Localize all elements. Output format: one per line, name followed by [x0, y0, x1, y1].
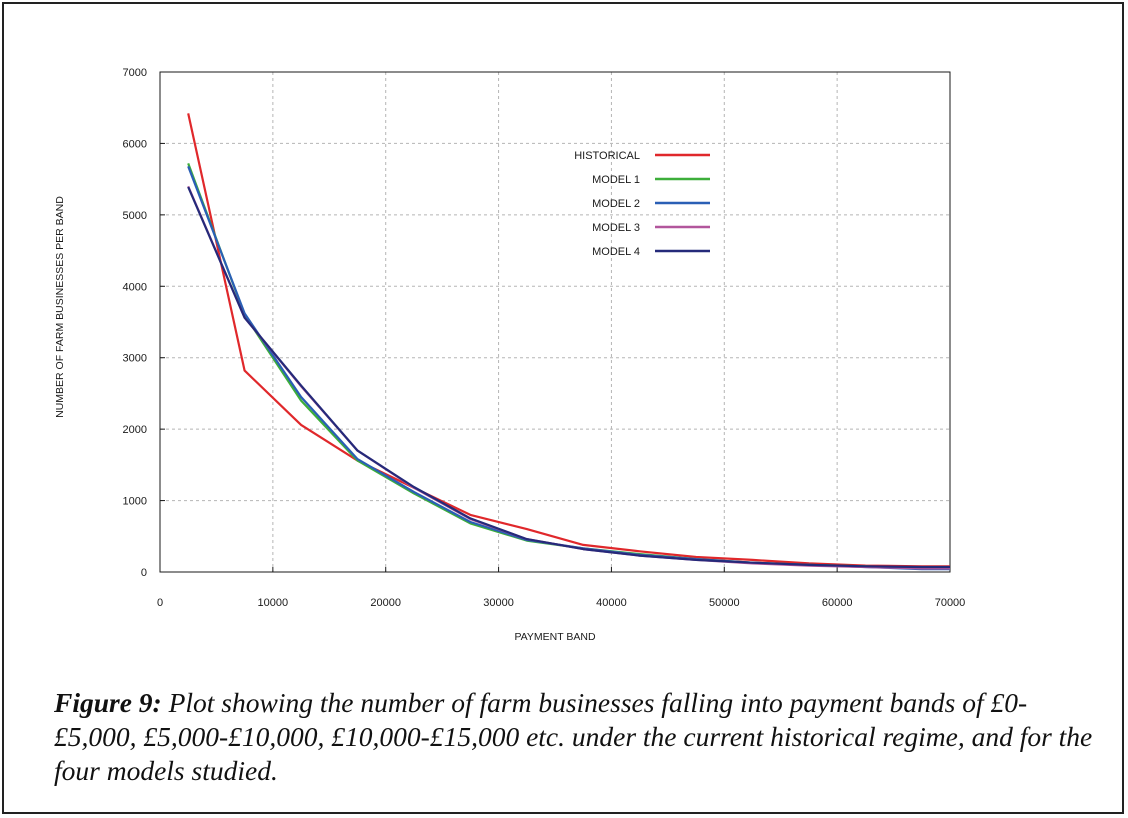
line-chart: 0 10000 20000 30000 40000 50000 60000 70000 0 100… [54, 67, 966, 643]
series-line-model-3 [187, 185, 950, 570]
x-tick-label: 20000 [370, 597, 401, 609]
y-tick-label: 7000 [123, 67, 147, 79]
series-lines [187, 113, 950, 571]
y-axis-title: NUMBER OF FARM BUSINESSES PER BAND [54, 196, 66, 418]
legend-label-historical: HISTORICAL [574, 150, 640, 162]
x-tick-label: 0 [157, 597, 163, 609]
legend: HISTORICAL MODEL 1 MODEL 2 MODEL 3 MODEL 4 [574, 150, 710, 258]
y-tick-label: 3000 [123, 353, 147, 365]
figure-caption: Figure 9: Plot showing the number of far… [54, 686, 1104, 788]
y-tick-label: 1000 [123, 496, 147, 508]
x-tick-label: 60000 [822, 597, 853, 609]
legend-label-model-2: MODEL 2 [592, 198, 640, 210]
legend-label-model-4: MODEL 4 [592, 246, 640, 258]
y-tick-label: 2000 [123, 424, 147, 436]
y-tick-label: 4000 [123, 281, 147, 293]
series-line-model-4 [187, 186, 950, 569]
y-tick-label: 0 [141, 567, 147, 579]
y-tick-label: 5000 [123, 210, 147, 222]
y-tick-label: 6000 [123, 138, 147, 150]
figure-caption-text: Plot showing the number of farm business… [54, 687, 1093, 786]
x-tick-label: 70000 [935, 597, 966, 609]
x-axis-title: PAYMENT BAND [514, 631, 596, 643]
series-line-model-1 [187, 163, 950, 570]
series-line-historical [187, 113, 950, 568]
figure-label: Figure 9: [54, 687, 162, 718]
legend-label-model-3: MODEL 3 [592, 222, 640, 234]
x-tick-label: 30000 [483, 597, 514, 609]
legend-label-model-1: MODEL 1 [592, 174, 640, 186]
x-tick-label: 50000 [709, 597, 740, 609]
plot-area-border [159, 71, 951, 573]
series-line-model-2 [187, 165, 950, 571]
x-tick-label: 40000 [596, 597, 627, 609]
x-tick-label: 10000 [258, 597, 289, 609]
axis-ticks: 0 10000 20000 30000 40000 50000 60000 70000 0 100… [123, 67, 966, 609]
grid [160, 72, 950, 572]
